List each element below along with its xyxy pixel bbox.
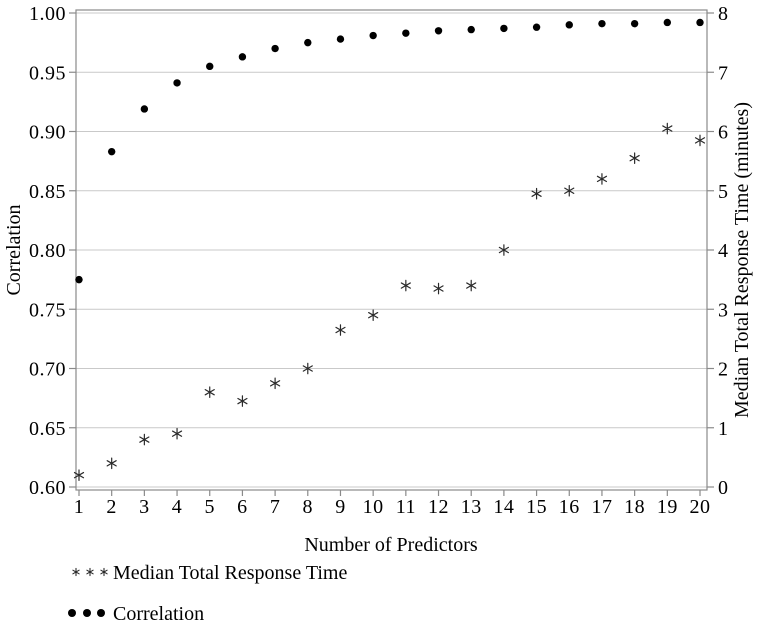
svg-text:0.70: 0.70 bbox=[29, 359, 66, 381]
svg-text:3: 3 bbox=[718, 299, 729, 321]
svg-text:1: 1 bbox=[718, 418, 729, 440]
svg-text:5: 5 bbox=[718, 181, 729, 203]
svg-text:12: 12 bbox=[428, 496, 449, 518]
svg-text:20: 20 bbox=[690, 496, 711, 518]
svg-text:19: 19 bbox=[657, 496, 678, 518]
svg-text:13: 13 bbox=[461, 496, 482, 518]
svg-text:0.65: 0.65 bbox=[29, 418, 66, 440]
svg-text:0.75: 0.75 bbox=[29, 299, 66, 321]
svg-text:18: 18 bbox=[624, 496, 645, 518]
svg-text:16: 16 bbox=[559, 496, 580, 518]
svg-text:1.00: 1.00 bbox=[29, 3, 66, 25]
svg-text:0.80: 0.80 bbox=[29, 240, 66, 262]
svg-text:8: 8 bbox=[303, 496, 314, 518]
svg-text:2: 2 bbox=[106, 496, 117, 518]
svg-text:6: 6 bbox=[718, 122, 729, 144]
svg-text:1: 1 bbox=[74, 496, 85, 518]
right-axis-title: Median Total Response Time (minutes) bbox=[731, 102, 753, 418]
legend-label-correlation: Correlation bbox=[113, 603, 204, 625]
svg-text:0.60: 0.60 bbox=[29, 477, 66, 499]
svg-text:2: 2 bbox=[718, 359, 729, 381]
x-axis-title: Number of Predictors bbox=[304, 534, 478, 556]
svg-text:4: 4 bbox=[718, 240, 729, 262]
svg-text:5: 5 bbox=[204, 496, 215, 518]
svg-text:7: 7 bbox=[270, 496, 281, 518]
svg-text:7: 7 bbox=[718, 62, 729, 84]
svg-text:3: 3 bbox=[139, 496, 150, 518]
svg-text:4: 4 bbox=[172, 496, 183, 518]
svg-text:0.90: 0.90 bbox=[29, 122, 66, 144]
svg-text:0.95: 0.95 bbox=[29, 62, 66, 84]
svg-text:10: 10 bbox=[363, 496, 384, 518]
left-axis-title: Correlation bbox=[3, 204, 25, 295]
axis-ticks: 1.000.950.900.850.800.750.700.650.608765… bbox=[29, 3, 729, 518]
svg-text:11: 11 bbox=[396, 496, 416, 518]
svg-text:6: 6 bbox=[237, 496, 248, 518]
svg-text:15: 15 bbox=[526, 496, 547, 518]
svg-text:14: 14 bbox=[493, 496, 514, 518]
svg-text:0.85: 0.85 bbox=[29, 181, 66, 203]
svg-text:17: 17 bbox=[591, 496, 612, 518]
gridlines bbox=[76, 12, 707, 488]
svg-text:8: 8 bbox=[718, 3, 729, 25]
legend-label-response-time: Median Total Response Time bbox=[113, 562, 347, 584]
legend-markers bbox=[68, 567, 108, 617]
svg-text:0: 0 bbox=[718, 477, 729, 499]
svg-text:9: 9 bbox=[335, 496, 346, 518]
data-points bbox=[73, 18, 706, 481]
